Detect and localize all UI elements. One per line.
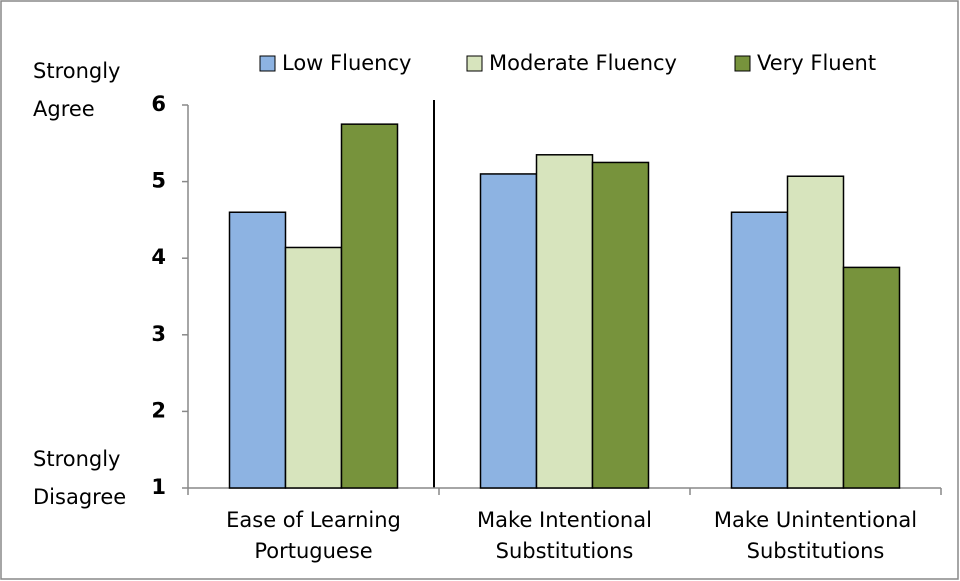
y-tick-label: 3 <box>151 322 166 346</box>
legend-label: Very Fluent <box>757 51 876 75</box>
bar <box>228 211 287 489</box>
bar <box>479 173 538 489</box>
y-tick-label: 4 <box>151 245 166 269</box>
x-tick-label: Make Intentional Substitutions <box>477 508 652 563</box>
y-tick-label: 5 <box>151 169 166 193</box>
y-tick-label: 6 <box>151 92 166 116</box>
legend-label: Low Fluency <box>282 51 411 75</box>
y-label-bottom: Strongly Disagree <box>33 447 127 509</box>
y-tick-label: 1 <box>151 475 166 499</box>
y-tick-label: 2 <box>151 398 166 422</box>
x-tick-label: Make Unintentional Substitutions <box>713 508 918 563</box>
x-tick-label: Ease of Learning Portuguese <box>226 508 401 563</box>
legend-swatch <box>734 55 751 72</box>
bar <box>842 266 901 489</box>
legend-swatch <box>466 55 483 72</box>
bar <box>786 175 845 489</box>
legend-swatch <box>259 55 276 72</box>
y-label-top: Strongly Agree <box>33 59 121 121</box>
bar <box>591 161 650 489</box>
bar <box>535 154 594 489</box>
bar <box>730 211 789 489</box>
bar <box>284 246 343 489</box>
bar <box>340 123 399 489</box>
legend-label: Moderate Fluency <box>489 51 677 75</box>
